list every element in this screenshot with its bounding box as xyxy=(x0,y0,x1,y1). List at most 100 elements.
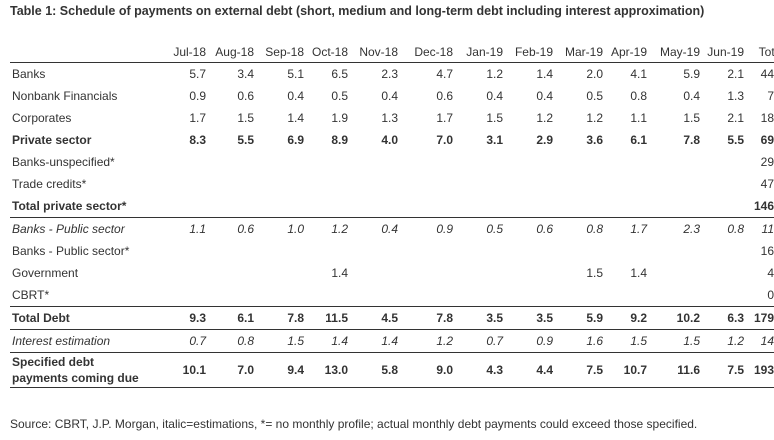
table-row: Government 1.4 1.5 1.4 4.3 xyxy=(10,262,774,284)
table-row: Interest estimation 0.7 0.8 1.5 1.4 1.4 1.2 0.7… xyxy=(10,329,774,353)
value-cell xyxy=(555,151,605,173)
value-cell xyxy=(455,151,505,173)
value-cell: 6.9 xyxy=(287,133,304,147)
value-cell: 1.5 xyxy=(683,111,700,125)
debt-schedule-table: Jul-18 Aug-18 Sep-18 Oct-18 Nov-18 Dec-1… xyxy=(10,41,774,388)
header-col: Sep-18 xyxy=(256,41,306,63)
header-label-cell xyxy=(10,41,150,63)
value-cell xyxy=(150,284,208,307)
value-cell xyxy=(555,195,605,218)
table-row: Banks - Public sector 1.1 0.6 1.0 1.2 0.4 0.9 0… xyxy=(10,218,774,241)
header-col-total: Total xyxy=(746,41,774,63)
row-label: Banks xyxy=(12,67,46,81)
value-cell: 0.6 xyxy=(237,222,254,236)
value-cell: 5.9 xyxy=(683,67,700,81)
value-cell xyxy=(208,240,256,262)
header-col: May-19 xyxy=(649,41,702,63)
total-cell: 146.4 xyxy=(746,195,774,218)
value-cell: 1.2 xyxy=(586,111,603,125)
value-cell xyxy=(605,173,649,195)
value-cell: 0.5 xyxy=(486,222,503,236)
value-cell: 2.1 xyxy=(727,111,744,125)
value-cell xyxy=(306,195,350,218)
value-cell: 0.9 xyxy=(436,222,453,236)
value-cell: 13.0 xyxy=(306,352,350,388)
value-cell: 4.3 xyxy=(455,352,505,388)
value-cell: 1.4 xyxy=(350,329,400,353)
value-cell: 6.1 xyxy=(208,306,256,330)
total-cell: 193.7 xyxy=(746,352,774,388)
value-cell xyxy=(555,284,605,307)
value-cell: 0.8 xyxy=(586,222,603,236)
value-cell: 0.5 xyxy=(331,89,348,103)
value-cell xyxy=(702,240,746,262)
value-cell: 1.0 xyxy=(287,222,304,236)
value-cell: 8.9 xyxy=(331,133,348,147)
value-cell: 7.8 xyxy=(683,133,700,147)
total-cell: 47.1 xyxy=(760,177,774,191)
header-col: Jan-19 xyxy=(455,41,505,63)
value-cell: 1.4 xyxy=(306,329,350,353)
total-cell: 179.2 xyxy=(746,306,774,330)
value-cell xyxy=(505,151,555,173)
value-cell xyxy=(505,195,555,218)
value-cell: 1.6 xyxy=(555,329,605,353)
header-col: Oct-18 xyxy=(306,41,350,63)
row-label: Private sector xyxy=(12,133,92,147)
value-cell xyxy=(455,173,505,195)
value-cell: 2.9 xyxy=(536,133,553,147)
value-cell xyxy=(400,284,455,307)
header-row: Jul-18 Aug-18 Sep-18 Oct-18 Nov-18 Dec-1… xyxy=(10,41,774,63)
value-cell xyxy=(350,284,400,307)
value-cell: 1.4 xyxy=(536,67,553,81)
table-row: Nonbank Financials 0.9 0.6 0.4 0.5 0.4 0.6 0.4 0… xyxy=(10,85,774,107)
value-cell: 0.4 xyxy=(287,89,304,103)
total-cell: 7.2 xyxy=(767,89,774,103)
value-cell: 4.0 xyxy=(381,133,398,147)
header-col: Jun-19 xyxy=(702,41,746,63)
value-cell xyxy=(649,240,702,262)
value-cell xyxy=(256,195,306,218)
value-cell: 1.4 xyxy=(287,111,304,125)
row-label: Banks - Public sector* xyxy=(12,244,130,258)
value-cell xyxy=(150,173,208,195)
total-cell: 11.9 xyxy=(761,222,774,236)
value-cell: 0.8 xyxy=(208,329,256,353)
value-cell xyxy=(400,173,455,195)
value-cell: 0.4 xyxy=(536,89,553,103)
header-col: Apr-19 xyxy=(605,41,649,63)
value-cell xyxy=(555,173,605,195)
value-cell xyxy=(555,240,605,262)
value-cell xyxy=(208,195,256,218)
total-cell: 69.6 xyxy=(760,133,774,147)
value-cell: 0.7 xyxy=(150,329,208,353)
table-title: Table 1: Schedule of payments on externa… xyxy=(10,4,705,18)
value-cell: 2.3 xyxy=(381,67,398,81)
value-cell: 1.5 xyxy=(605,329,649,353)
value-cell: 9.0 xyxy=(400,352,455,388)
table-row: Total private sector* 146.4 xyxy=(10,195,774,218)
value-cell xyxy=(150,240,208,262)
row-label: Corporates xyxy=(12,111,72,125)
value-cell xyxy=(649,262,702,284)
table-row: Banks-unspecified* 29.7 xyxy=(10,151,774,173)
value-cell: 5.7 xyxy=(189,67,206,81)
row-label: CBRT* xyxy=(12,288,50,302)
value-cell: 1.2 xyxy=(702,329,746,353)
value-cell xyxy=(256,151,306,173)
value-cell: 0.6 xyxy=(536,222,553,236)
row-label: Nonbank Financials xyxy=(12,89,118,103)
total-cell: 4.3 xyxy=(767,266,774,280)
value-cell xyxy=(605,195,649,218)
total-cell: 18.0 xyxy=(760,111,774,125)
value-cell: 10.1 xyxy=(150,352,208,388)
value-cell xyxy=(208,284,256,307)
value-cell: 0.4 xyxy=(381,89,398,103)
value-cell: 4.5 xyxy=(350,306,400,330)
value-cell: 1.5 xyxy=(237,111,254,125)
table-row: Trade credits* 47.1 xyxy=(10,173,774,195)
row-label: Government xyxy=(12,266,79,280)
value-cell xyxy=(350,151,400,173)
table-row: Total Debt 9.3 6.1 7.8 11.5 4.5 7.8 3.5 3.5 5.9 9.… xyxy=(10,306,774,330)
